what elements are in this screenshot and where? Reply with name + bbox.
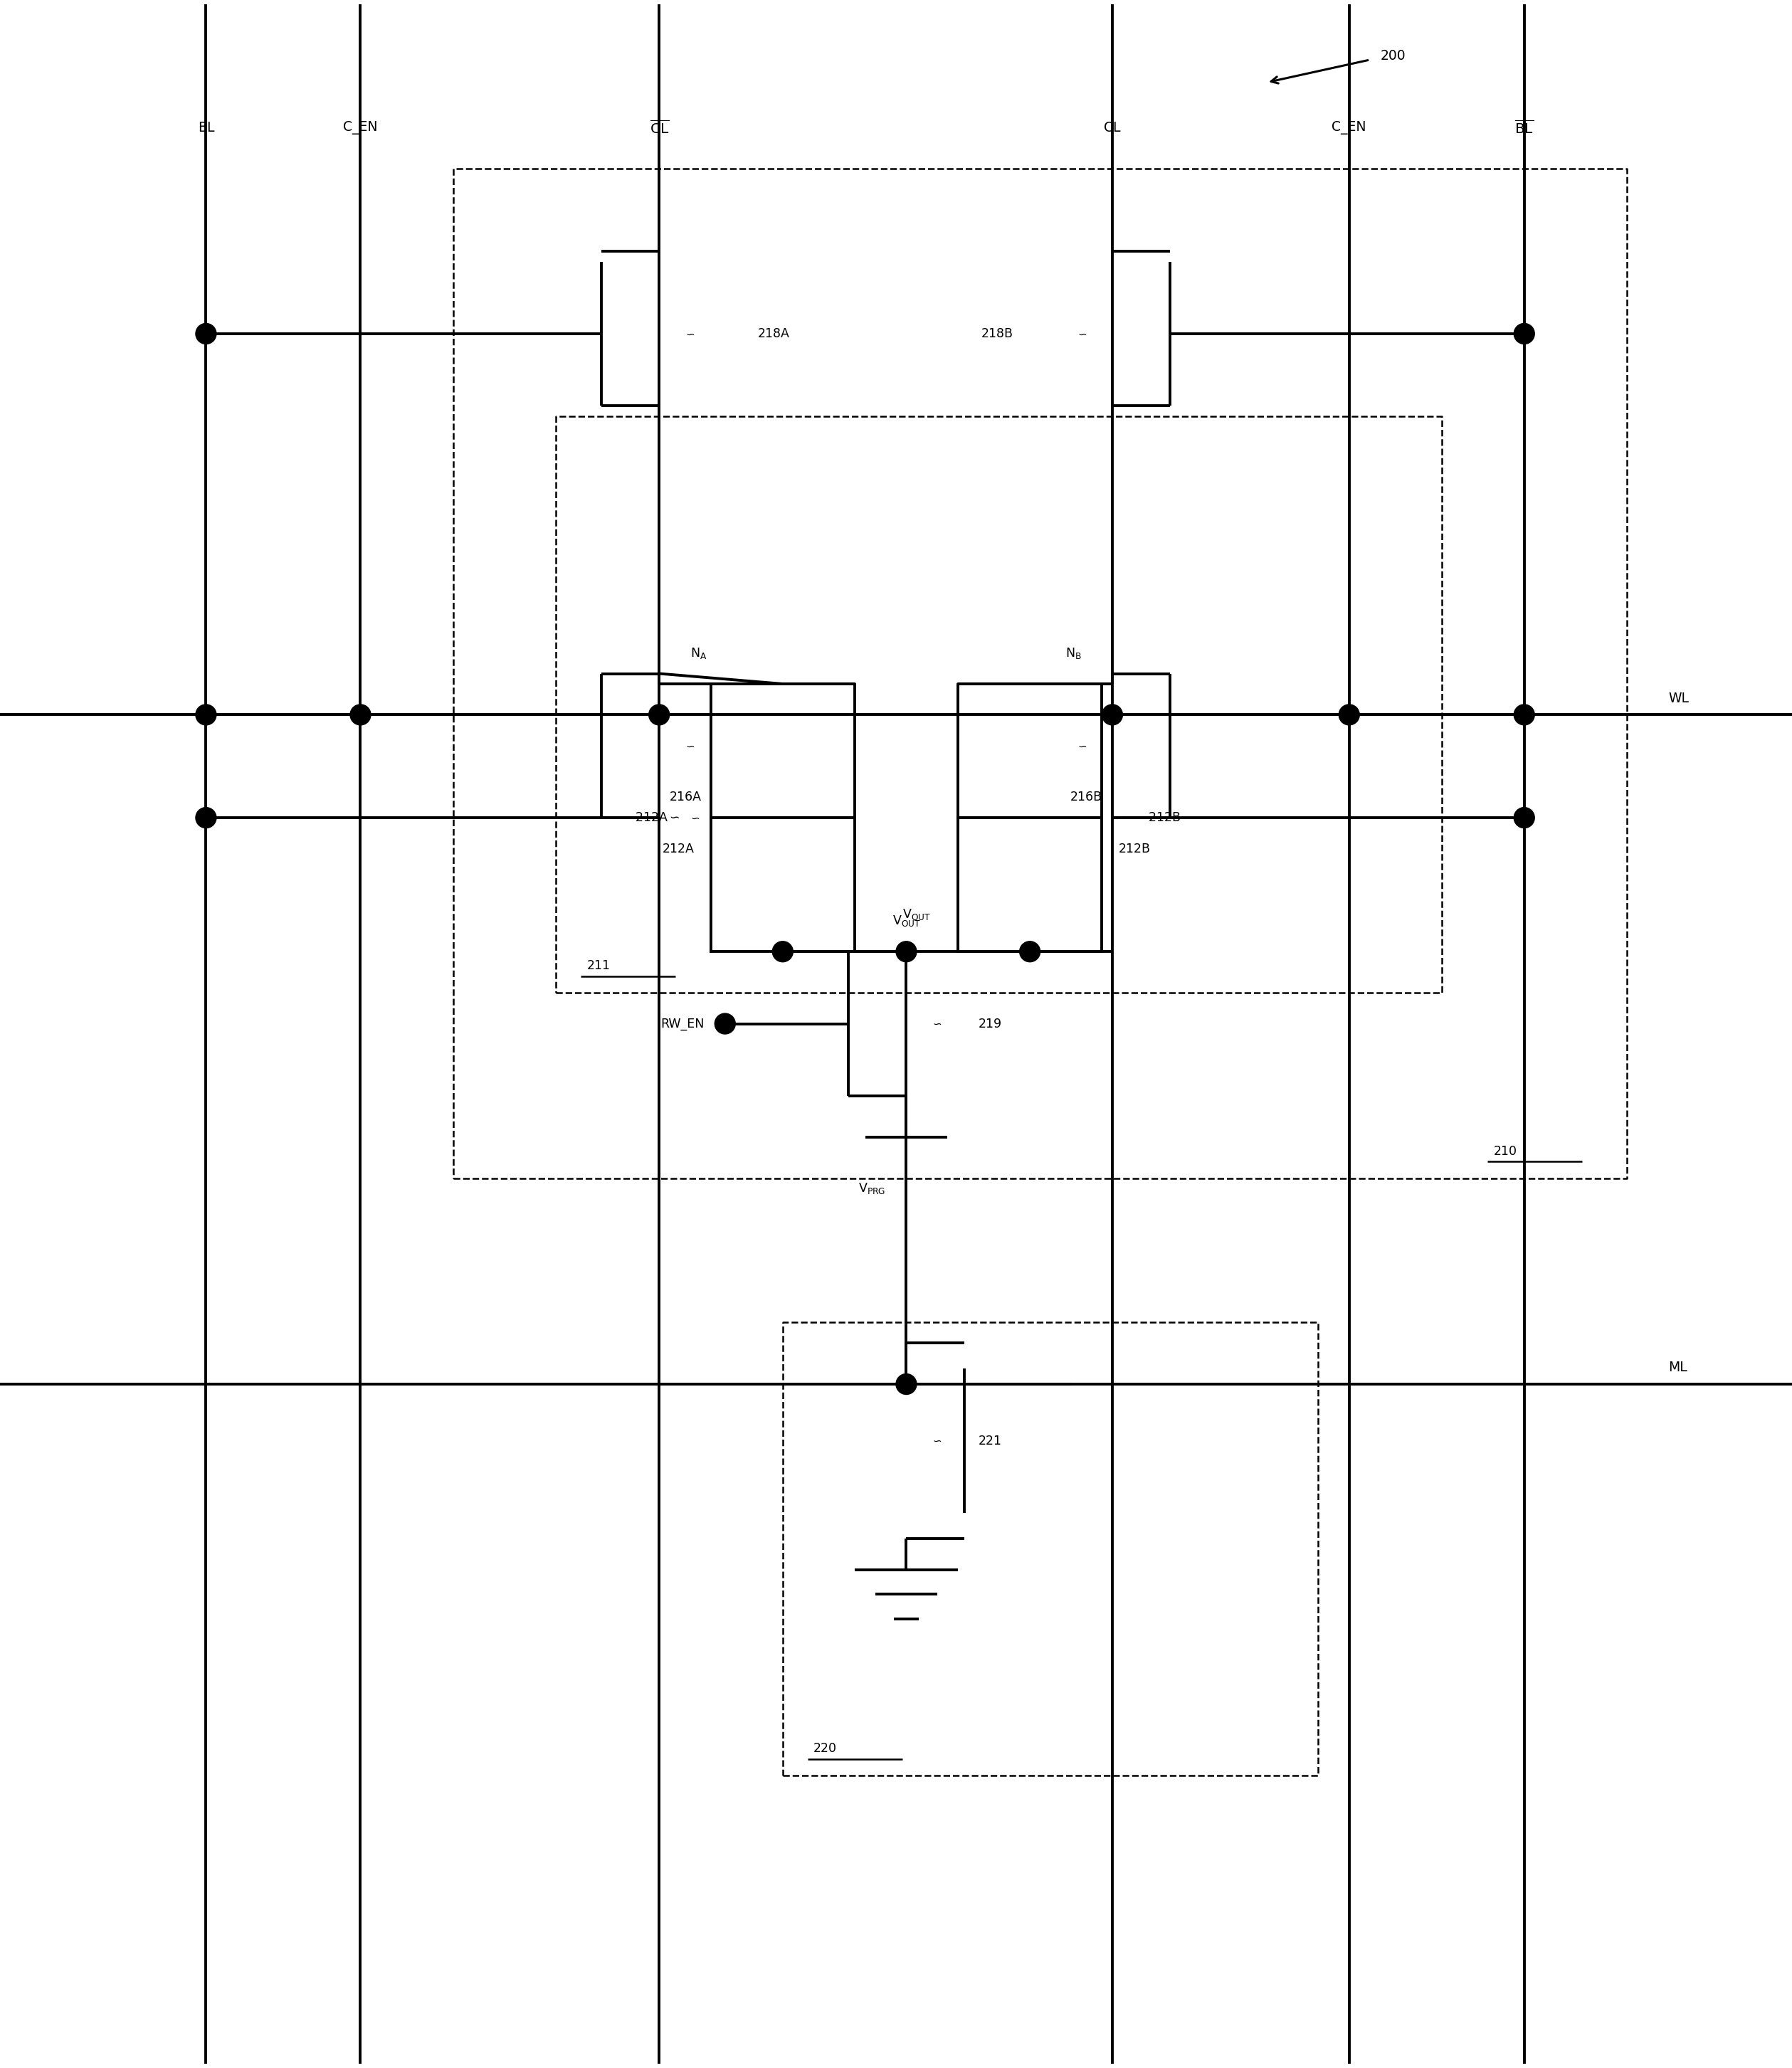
Text: $\backsim$: $\backsim$ (932, 1435, 943, 1446)
Text: V$_\mathregular{OUT}$: V$_\mathregular{OUT}$ (892, 914, 921, 929)
Circle shape (1514, 807, 1534, 827)
Text: 212B: 212B (1118, 842, 1150, 854)
Text: 218A: 218A (758, 327, 790, 339)
Text: $\backsim$: $\backsim$ (1075, 329, 1088, 339)
Circle shape (896, 941, 916, 962)
Text: 212A$\backsim$: 212A$\backsim$ (634, 811, 679, 825)
Text: $\overline{\mathregular{CL}}$: $\overline{\mathregular{CL}}$ (649, 120, 668, 136)
Text: 221: 221 (978, 1435, 1002, 1448)
Text: CL: CL (1104, 122, 1120, 134)
Text: 216A: 216A (670, 790, 701, 804)
Circle shape (649, 705, 670, 726)
Text: 218B: 218B (982, 327, 1014, 339)
Text: ML: ML (1668, 1361, 1688, 1375)
Text: WL: WL (1668, 691, 1690, 705)
Text: BL: BL (197, 122, 215, 134)
Text: 200: 200 (1380, 50, 1405, 62)
Text: 220: 220 (814, 1743, 837, 1756)
Text: $\backsim$: $\backsim$ (1113, 813, 1124, 823)
Text: V$_\mathregular{PRG}$: V$_\mathregular{PRG}$ (858, 1181, 885, 1195)
Circle shape (772, 941, 794, 962)
Text: N$_\mathregular{A}$: N$_\mathregular{A}$ (690, 645, 706, 660)
Circle shape (349, 705, 371, 726)
Text: 219: 219 (978, 1017, 1002, 1030)
Text: N$_\mathregular{B}$: N$_\mathregular{B}$ (1064, 645, 1081, 660)
Circle shape (1514, 705, 1534, 726)
Circle shape (1514, 323, 1534, 343)
Text: $\backsim$: $\backsim$ (932, 1017, 943, 1030)
Circle shape (1339, 705, 1360, 726)
Text: C_EN: C_EN (1331, 122, 1367, 134)
Text: $\backsim$: $\backsim$ (685, 740, 695, 751)
Text: $\overline{\mathregular{BL}}$: $\overline{\mathregular{BL}}$ (1514, 120, 1534, 136)
Circle shape (195, 323, 217, 343)
Circle shape (195, 705, 217, 726)
Text: $\backsim$212B: $\backsim$212B (1133, 811, 1181, 825)
Text: C_EN: C_EN (344, 122, 378, 134)
Text: 210: 210 (1493, 1146, 1516, 1158)
Circle shape (715, 1013, 735, 1034)
Text: 212A: 212A (663, 842, 694, 854)
Text: $\backsim$: $\backsim$ (688, 813, 701, 823)
Text: RW_EN: RW_EN (661, 1017, 704, 1030)
Circle shape (1102, 705, 1122, 726)
Text: $\backsim$: $\backsim$ (1075, 740, 1088, 751)
Circle shape (1020, 941, 1039, 962)
Text: 216B: 216B (1070, 790, 1102, 804)
Text: $\backsim$: $\backsim$ (685, 329, 695, 339)
Text: V$_\mathregular{OUT}$: V$_\mathregular{OUT}$ (903, 908, 930, 922)
Text: 211: 211 (588, 960, 611, 972)
Circle shape (195, 807, 217, 827)
Circle shape (896, 1373, 916, 1394)
